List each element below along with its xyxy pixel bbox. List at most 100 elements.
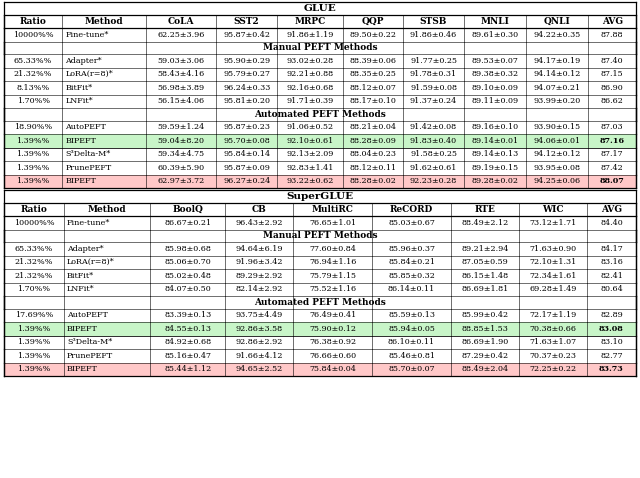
Bar <box>4 28 636 42</box>
Text: 89.38±0.32: 89.38±0.32 <box>472 70 519 78</box>
Text: 65.33%%: 65.33%% <box>14 57 52 65</box>
Text: 92.10±0.61: 92.10±0.61 <box>287 137 334 145</box>
Text: 92.23±0.28: 92.23±0.28 <box>410 177 457 185</box>
Text: 95.70±0.08: 95.70±0.08 <box>223 137 270 145</box>
Text: Method: Method <box>85 17 124 26</box>
Text: 94.12±0.12: 94.12±0.12 <box>534 150 581 158</box>
Bar <box>4 229 636 242</box>
Text: PrunePEFT: PrunePEFT <box>67 352 113 360</box>
Text: 75.90±0.12: 75.90±0.12 <box>309 325 356 333</box>
Bar <box>4 95 636 108</box>
Text: 86.69±1.90: 86.69±1.90 <box>461 338 508 346</box>
Bar <box>4 174 636 188</box>
Text: 56.98±3.89: 56.98±3.89 <box>157 84 205 92</box>
Text: 21.32%%: 21.32%% <box>15 272 53 280</box>
Text: STSB: STSB <box>420 17 447 26</box>
Text: 88.12±0.07: 88.12±0.07 <box>349 84 396 92</box>
Text: 94.07±0.21: 94.07±0.21 <box>534 84 581 92</box>
Text: 92.86±2.92: 92.86±2.92 <box>236 338 283 346</box>
Text: BoolQ: BoolQ <box>172 205 204 214</box>
Text: 60.39±5.90: 60.39±5.90 <box>157 164 205 172</box>
Text: 84.55±0.13: 84.55±0.13 <box>164 325 211 333</box>
Text: 83.08: 83.08 <box>599 325 624 333</box>
Text: Manual PEFT Methods: Manual PEFT Methods <box>263 231 377 240</box>
Text: MRPC: MRPC <box>295 17 326 26</box>
Text: 94.22±0.35: 94.22±0.35 <box>534 31 581 39</box>
Text: 89.10±0.09: 89.10±0.09 <box>472 84 519 92</box>
Text: QQP: QQP <box>362 17 384 26</box>
Text: 85.99±0.42: 85.99±0.42 <box>461 311 508 319</box>
Text: 10000%%: 10000%% <box>13 31 54 39</box>
Text: 89.53±0.07: 89.53±0.07 <box>472 57 519 65</box>
Text: Automated PEFT Methods: Automated PEFT Methods <box>254 298 386 307</box>
Text: 1.70%%: 1.70%% <box>17 97 50 105</box>
Bar <box>4 54 636 67</box>
Text: LNFit*: LNFit* <box>67 285 95 293</box>
Text: 88.35±0.25: 88.35±0.25 <box>349 70 396 78</box>
Text: BitFit*: BitFit* <box>65 84 93 92</box>
Text: 95.87±0.09: 95.87±0.09 <box>223 164 270 172</box>
Text: S³Delta-M*: S³Delta-M* <box>67 338 112 346</box>
Text: 91.77±0.25: 91.77±0.25 <box>410 57 457 65</box>
Text: 62.97±3.72: 62.97±3.72 <box>157 177 205 185</box>
Text: 92.21±0.88: 92.21±0.88 <box>287 70 334 78</box>
Text: 88.21±0.04: 88.21±0.04 <box>349 123 397 131</box>
Text: 87.40: 87.40 <box>601 57 623 65</box>
Bar <box>4 349 636 362</box>
Text: 91.59±0.08: 91.59±0.08 <box>410 84 457 92</box>
Text: CB: CB <box>252 205 267 214</box>
Text: 89.14±0.13: 89.14±0.13 <box>472 150 519 158</box>
Text: 91.83±0.40: 91.83±0.40 <box>410 137 457 145</box>
Text: Adapter*: Adapter* <box>67 245 104 253</box>
Text: 72.17±1.19: 72.17±1.19 <box>529 311 577 319</box>
Text: 91.62±0.61: 91.62±0.61 <box>410 164 457 172</box>
Text: 71.63±1.07: 71.63±1.07 <box>529 338 577 346</box>
Text: 85.98±0.68: 85.98±0.68 <box>164 245 211 253</box>
Text: 8.13%%: 8.13%% <box>17 84 50 92</box>
Text: QNLI: QNLI <box>544 17 571 26</box>
Text: 85.46±0.81: 85.46±0.81 <box>388 352 435 360</box>
Text: 87.15: 87.15 <box>601 70 623 78</box>
Text: 75.52±1.16: 75.52±1.16 <box>309 285 356 293</box>
Bar <box>4 269 636 282</box>
Text: 91.86±0.46: 91.86±0.46 <box>410 31 457 39</box>
Text: 1.39%%: 1.39%% <box>17 177 50 185</box>
Text: 72.34±1.61: 72.34±1.61 <box>529 272 577 280</box>
Text: MultiRC: MultiRC <box>312 205 354 214</box>
Text: 1.39%%: 1.39%% <box>17 164 50 172</box>
Text: 91.71±0.39: 91.71±0.39 <box>287 97 334 105</box>
Text: Adapter*: Adapter* <box>65 57 102 65</box>
Text: AutoPEFT: AutoPEFT <box>65 123 106 131</box>
Text: 76.49±0.41: 76.49±0.41 <box>309 311 356 319</box>
Text: GLUE: GLUE <box>303 4 337 13</box>
Text: 82.14±2.92: 82.14±2.92 <box>236 285 283 293</box>
Bar <box>4 2 636 14</box>
Text: S³Delta-M*: S³Delta-M* <box>65 150 111 158</box>
Text: AutoPEFT: AutoPEFT <box>67 311 108 319</box>
Text: ReCORD: ReCORD <box>390 205 433 214</box>
Bar <box>4 322 636 336</box>
Text: 88.12±0.11: 88.12±0.11 <box>349 164 397 172</box>
Text: 88.28±0.09: 88.28±0.09 <box>349 137 396 145</box>
Text: 1.39%%: 1.39%% <box>17 352 51 360</box>
Text: 75.84±0.04: 75.84±0.04 <box>309 365 356 373</box>
Text: 10000%%: 10000%% <box>13 219 54 227</box>
Text: 94.06±0.01: 94.06±0.01 <box>534 137 581 145</box>
Text: 95.84±0.14: 95.84±0.14 <box>223 150 270 158</box>
Text: 83.10: 83.10 <box>600 338 623 346</box>
Text: 92.16±0.68: 92.16±0.68 <box>287 84 334 92</box>
Text: 87.05±0.59: 87.05±0.59 <box>461 258 508 266</box>
Text: 86.62: 86.62 <box>601 97 623 105</box>
Text: 95.81±0.20: 95.81±0.20 <box>223 97 270 105</box>
Bar <box>4 256 636 269</box>
Text: 89.50±0.22: 89.50±0.22 <box>349 31 397 39</box>
Text: 86.90: 86.90 <box>601 84 623 92</box>
Text: 91.66±4.12: 91.66±4.12 <box>236 352 283 360</box>
Text: Fine-tune*: Fine-tune* <box>67 219 111 227</box>
Text: AVG: AVG <box>602 17 623 26</box>
Text: 72.10±1.31: 72.10±1.31 <box>529 258 577 266</box>
Text: 86.67±0.21: 86.67±0.21 <box>164 219 211 227</box>
Text: 96.43±2.92: 96.43±2.92 <box>236 219 283 227</box>
Text: 88.17±0.10: 88.17±0.10 <box>349 97 396 105</box>
Bar <box>4 108 636 120</box>
